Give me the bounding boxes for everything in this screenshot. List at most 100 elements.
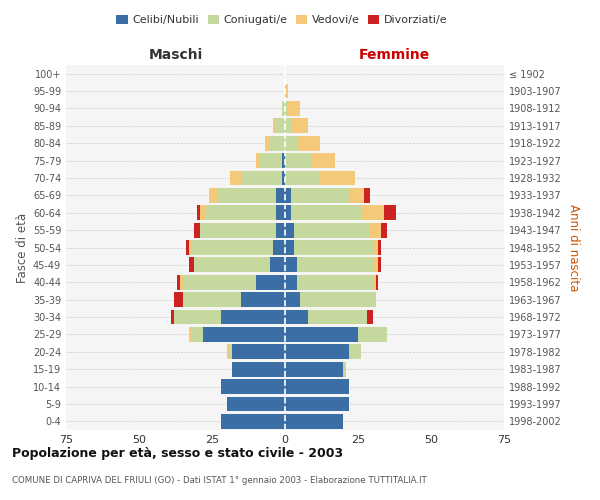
Bar xyxy=(285,310,308,324)
Bar xyxy=(296,275,373,289)
Bar xyxy=(265,136,271,150)
Bar xyxy=(218,188,276,202)
Bar xyxy=(291,188,349,202)
Bar xyxy=(288,101,299,116)
Bar xyxy=(271,258,285,272)
Bar xyxy=(379,240,382,255)
Bar xyxy=(291,206,361,220)
Bar xyxy=(282,153,285,168)
Bar xyxy=(364,188,370,202)
Bar xyxy=(276,206,285,220)
Bar xyxy=(194,222,200,238)
Bar xyxy=(296,258,373,272)
Bar xyxy=(276,188,285,202)
Bar xyxy=(285,327,358,342)
Bar xyxy=(285,101,288,116)
Bar xyxy=(171,310,174,324)
Bar xyxy=(299,292,376,307)
Bar xyxy=(343,362,346,376)
Bar xyxy=(232,362,285,376)
Bar xyxy=(227,344,230,359)
Bar xyxy=(285,240,294,255)
Bar xyxy=(200,206,206,220)
Bar xyxy=(230,344,232,359)
Bar xyxy=(358,327,387,342)
Text: Femmine: Femmine xyxy=(359,48,430,62)
Bar xyxy=(285,396,349,411)
Bar xyxy=(373,240,379,255)
Bar xyxy=(188,240,191,255)
Bar xyxy=(276,118,285,133)
Bar xyxy=(203,327,285,342)
Bar xyxy=(285,153,311,168)
Bar xyxy=(285,170,320,186)
Bar xyxy=(191,240,274,255)
Bar xyxy=(191,327,203,342)
Bar xyxy=(373,275,376,289)
Bar xyxy=(197,206,200,220)
Bar xyxy=(294,240,373,255)
Bar xyxy=(221,414,285,428)
Bar xyxy=(188,258,194,272)
Bar xyxy=(221,310,285,324)
Y-axis label: Anni di nascita: Anni di nascita xyxy=(567,204,580,291)
Bar xyxy=(373,258,379,272)
Bar xyxy=(384,206,396,220)
Bar xyxy=(276,222,285,238)
Bar xyxy=(274,118,276,133)
Bar xyxy=(349,344,361,359)
Bar xyxy=(256,275,285,289)
Text: Popolazione per età, sesso e stato civile - 2003: Popolazione per età, sesso e stato civil… xyxy=(12,448,343,460)
Text: Maschi: Maschi xyxy=(148,48,203,62)
Bar xyxy=(382,222,387,238)
Bar xyxy=(285,275,296,289)
Bar xyxy=(296,136,320,150)
Bar xyxy=(241,292,285,307)
Bar xyxy=(285,136,296,150)
Bar xyxy=(282,101,285,116)
Bar xyxy=(294,222,370,238)
Bar xyxy=(285,206,291,220)
Text: COMUNE DI CAPRIVA DEL FRIULI (GO) - Dati ISTAT 1° gennaio 2003 - Elaborazione TU: COMUNE DI CAPRIVA DEL FRIULI (GO) - Dati… xyxy=(12,476,427,485)
Bar xyxy=(376,275,379,289)
Bar xyxy=(177,275,180,289)
Bar xyxy=(308,310,367,324)
Bar xyxy=(285,222,294,238)
Bar xyxy=(186,240,188,255)
Bar xyxy=(183,292,241,307)
Bar xyxy=(274,240,285,255)
Bar xyxy=(259,153,282,168)
Bar xyxy=(282,170,285,186)
Bar xyxy=(174,292,183,307)
Bar xyxy=(227,396,285,411)
Bar xyxy=(285,188,291,202)
Bar xyxy=(174,310,221,324)
Bar xyxy=(206,206,276,220)
Bar xyxy=(370,222,382,238)
Bar xyxy=(311,153,335,168)
Bar xyxy=(320,170,355,186)
Bar xyxy=(209,188,218,202)
Bar xyxy=(200,222,276,238)
Bar xyxy=(285,118,291,133)
Bar xyxy=(285,292,299,307)
Legend: Celibi/Nubili, Coniugati/e, Vedovi/e, Divorziati/e: Celibi/Nubili, Coniugati/e, Vedovi/e, Di… xyxy=(112,10,452,30)
Bar xyxy=(379,258,382,272)
Bar xyxy=(349,188,364,202)
Bar xyxy=(285,379,349,394)
Bar xyxy=(230,170,241,186)
Bar xyxy=(285,414,343,428)
Bar xyxy=(271,136,285,150)
Bar xyxy=(221,379,285,394)
Bar xyxy=(285,258,296,272)
Bar xyxy=(256,153,259,168)
Bar xyxy=(285,344,349,359)
Bar xyxy=(194,258,271,272)
Bar xyxy=(361,206,384,220)
Bar xyxy=(188,327,191,342)
Bar xyxy=(232,344,285,359)
Bar xyxy=(183,275,256,289)
Bar xyxy=(291,118,308,133)
Y-axis label: Fasce di età: Fasce di età xyxy=(16,212,29,282)
Bar xyxy=(285,362,343,376)
